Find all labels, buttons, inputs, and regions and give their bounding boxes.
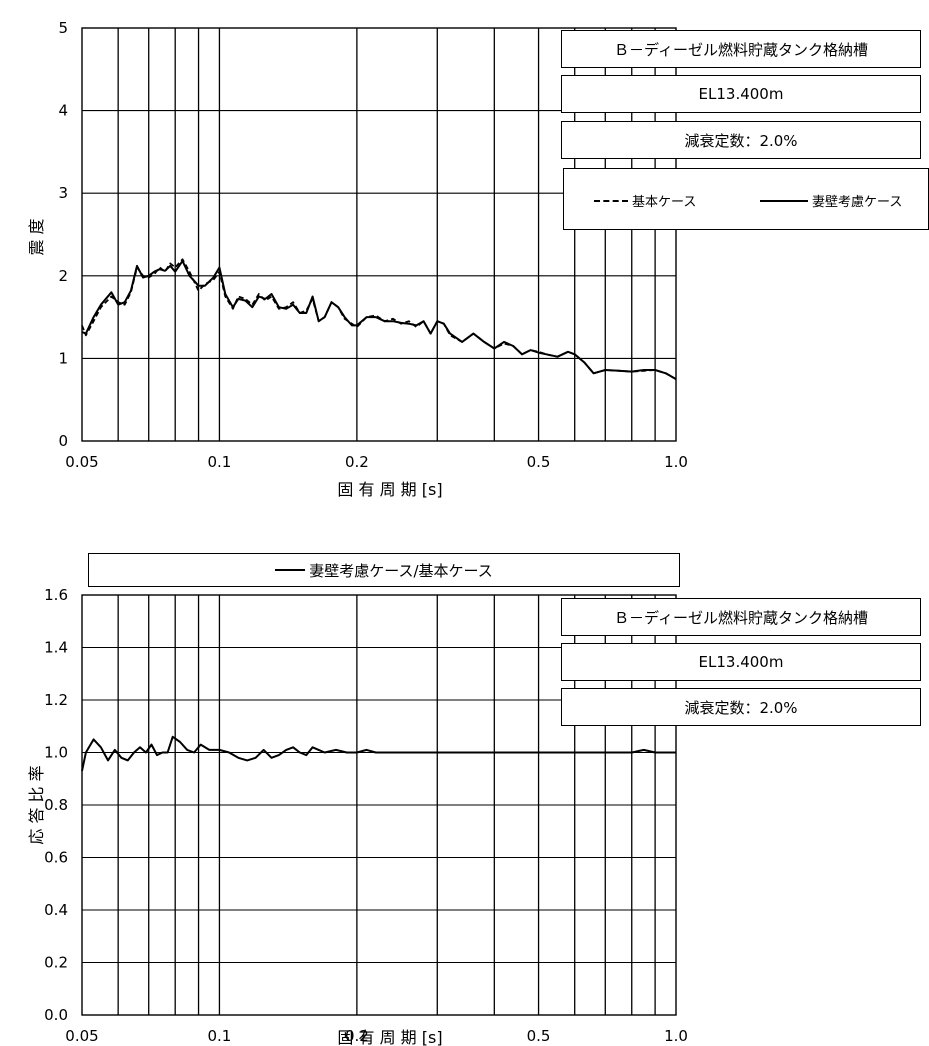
solid-line-swatch	[275, 569, 306, 571]
chart2-info-elevation: EL13.400m	[561, 643, 921, 681]
y-tick-label: 0.0	[44, 1006, 68, 1024]
legend-item-base-case: 基本ケース	[594, 191, 696, 210]
chart1-info-elevation: EL13.400m	[561, 75, 921, 113]
y-tick-label: 1.0	[44, 744, 68, 762]
chart2-legend: 妻壁考慮ケース/基本ケース	[88, 553, 680, 587]
series-lines	[81, 735, 676, 772]
y-tick-labels: 0.0 0.2 0.4 0.6 0.8 1.0 1.2 1.4 1.6	[44, 586, 68, 1024]
dashed-line-swatch	[594, 199, 628, 202]
y-axis-label: 応 答 比 率	[27, 765, 46, 844]
y-tick-label: 1	[58, 349, 68, 367]
chart1-info-structure: Ｂ－ディーゼル燃料貯蔵タンク格納槽	[561, 30, 921, 68]
y-tick-labels: 0 1 2 3 4 5	[58, 19, 68, 450]
legend-item-end-wall-case: 妻壁考慮ケース	[760, 191, 902, 210]
y-tick-label: 1.4	[44, 639, 68, 657]
y-tick-label: 4	[58, 102, 68, 120]
plot-frame	[81, 594, 677, 1016]
y-tick-label: 2	[58, 267, 68, 285]
chart1-info-damping: 減衰定数：2.0%	[561, 121, 921, 159]
chart1-legend: 基本ケース 妻壁考慮ケース	[563, 168, 929, 230]
x-tick-label: 0.1	[208, 453, 232, 471]
chart2-info-structure: Ｂ－ディーゼル燃料貯蔵タンク格納槽	[561, 598, 921, 636]
y-tick-label: 3	[58, 184, 68, 202]
y-axis-label: 震 度	[27, 218, 46, 255]
plot-frame	[81, 27, 677, 442]
x-tick-label: 0.05	[65, 1027, 98, 1045]
x-tick-label: 0.05	[65, 453, 98, 471]
y-tick-label: 0.2	[44, 954, 68, 972]
y-tick-label: 5	[58, 19, 68, 37]
y-tick-label: 1.2	[44, 691, 68, 709]
x-tick-label: 0.2	[345, 1027, 369, 1045]
solid-line-swatch	[760, 199, 808, 202]
x-tick-label: 1.0	[664, 453, 688, 471]
x-axis-label: 固 有 周 期 [s]	[337, 480, 442, 499]
series-line-1	[81, 259, 677, 380]
legend-label: 妻壁考慮ケース/基本ケース	[309, 561, 493, 580]
y-tick-label: 0.4	[44, 901, 68, 919]
legend-label: 妻壁考慮ケース	[812, 195, 903, 210]
x-tick-label: 0.5	[527, 1027, 551, 1045]
x-tick-label: 1.0	[664, 1027, 688, 1045]
chart2-info-damping: 減衰定数：2.0%	[561, 688, 921, 726]
x-tick-label: 0.1	[208, 1027, 232, 1045]
y-tick-label: 0	[58, 432, 68, 450]
response-ratio-chart: 0.00.20.40.60.81.01.21.41.6 0.05 0.1 0.2 0.…	[27, 586, 688, 1046]
y-tick-label: 0.6	[44, 849, 68, 867]
x-tick-labels: 0.05 0.1 0.2 0.5 1.0	[65, 1027, 688, 1045]
series-lines	[81, 258, 677, 380]
series-line-0	[81, 735, 676, 772]
x-tick-label: 0.2	[345, 453, 369, 471]
y-tick-label: 1.6	[44, 586, 68, 604]
x-tick-labels: 0.05 0.1 0.2 0.5 1.0	[65, 453, 688, 471]
y-tick-label: 0.8	[44, 796, 68, 814]
x-axis-label: 固 有 周 期 [s]	[337, 1028, 442, 1046]
legend-label: 基本ケース	[632, 195, 697, 210]
x-tick-label: 0.5	[527, 453, 551, 471]
